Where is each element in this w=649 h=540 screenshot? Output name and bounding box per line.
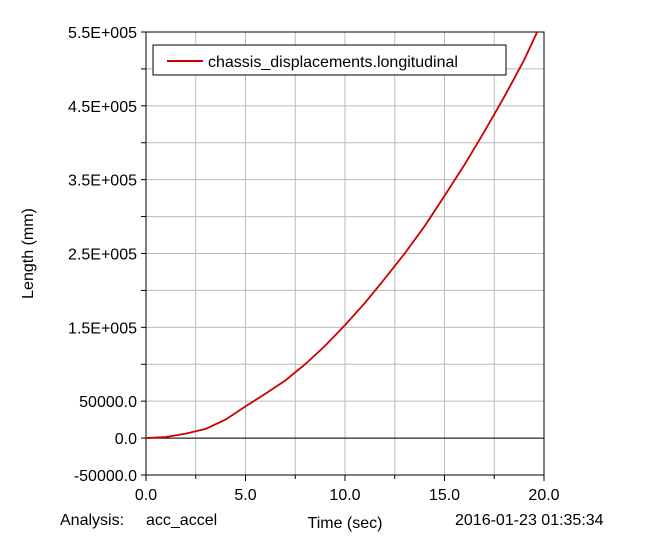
x-tick-label: 15.0	[429, 487, 460, 504]
y-tick-label: 2.5E+005	[68, 247, 137, 264]
x-tick-label: 10.0	[329, 487, 360, 504]
y-tick-label: -50000.0	[74, 468, 137, 485]
analysis-label: Analysis:	[60, 512, 125, 529]
x-tick-label: 5.0	[234, 487, 256, 504]
grid	[146, 32, 544, 475]
timestamp: 2016-01-23 01:35:34	[455, 512, 604, 529]
x-tick-label: 20.0	[528, 487, 559, 504]
y-axis-label: Length (mm)	[20, 208, 37, 299]
y-tick-label: 1.5E+005	[68, 320, 137, 337]
x-tick-label: 0.0	[135, 487, 157, 504]
legend: chassis_displacements.longitudinal	[152, 44, 507, 76]
legend-box	[152, 44, 507, 76]
legend-label: chassis_displacements.longitudinal	[208, 54, 458, 71]
y-tick-label: 0.0	[115, 431, 137, 448]
y-tick-label: 4.5E+005	[68, 99, 137, 116]
y-tick-label: 50000.0	[79, 394, 137, 411]
analysis-name: acc_accel	[146, 512, 218, 529]
y-tick-label: 3.5E+005	[68, 173, 137, 190]
tick-labels: 0.0 5.0 10.0 15.0 20.0 -50000.0 0.0 50000.0 1.5E…	[68, 25, 560, 504]
series-line	[146, 32, 539, 439]
y-tick-label: 5.5E+005	[68, 25, 137, 42]
ticks	[141, 31, 545, 481]
x-axis-label: Time (sec)	[308, 515, 383, 532]
